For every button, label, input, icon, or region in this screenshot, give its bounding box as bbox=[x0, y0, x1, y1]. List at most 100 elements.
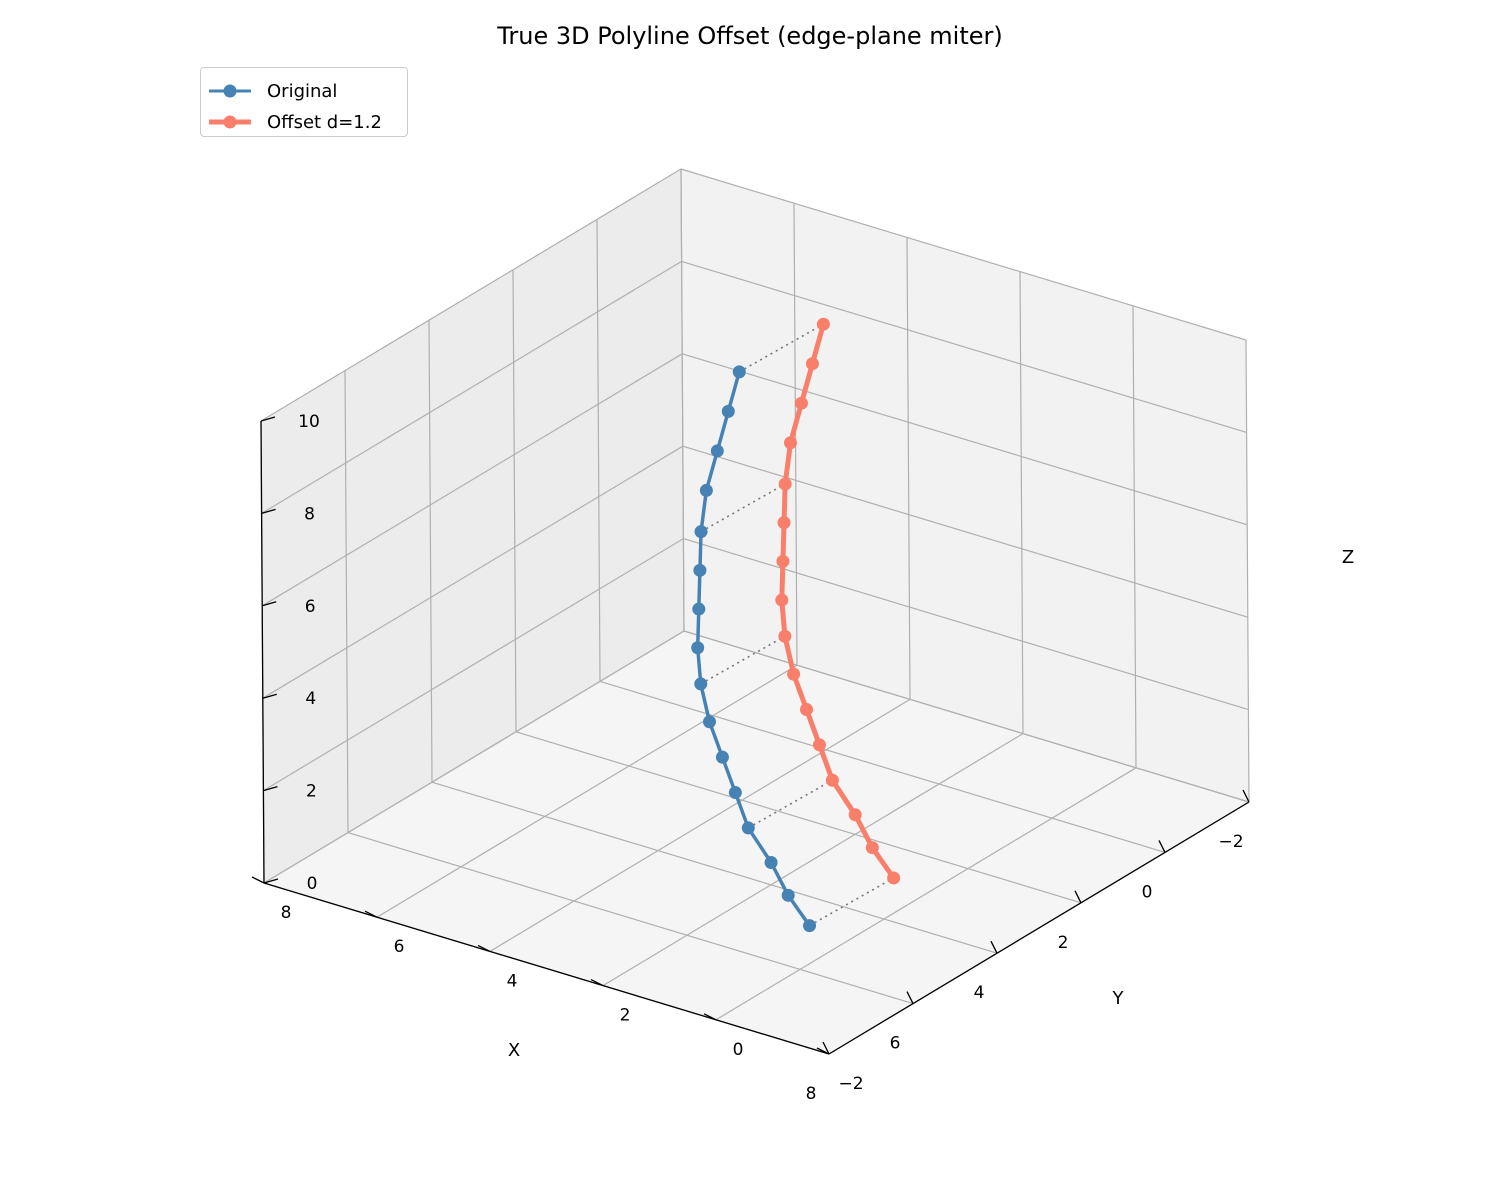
original-point bbox=[741, 821, 755, 835]
y-axis-label: Y bbox=[1112, 988, 1125, 1009]
grid-line-y-left bbox=[680, 168, 685, 632]
offset-point bbox=[778, 629, 792, 643]
original-point bbox=[694, 525, 708, 539]
pane-back bbox=[261, 169, 684, 883]
offset-point bbox=[794, 396, 808, 410]
z-tick-label: 0 bbox=[307, 874, 318, 894]
connector-line bbox=[738, 323, 824, 373]
y-tick-mark bbox=[477, 944, 491, 952]
offset-connectors bbox=[700, 323, 895, 927]
grid-line-z-left bbox=[682, 353, 1248, 526]
grid-line-x-floor bbox=[431, 781, 998, 954]
original-point bbox=[699, 483, 713, 497]
original-point bbox=[693, 563, 707, 577]
grid-line-z-left bbox=[682, 445, 1248, 618]
grid-lines bbox=[260, 168, 1250, 1055]
original-point bbox=[702, 715, 716, 729]
connector-line bbox=[747, 779, 833, 829]
legend-item-original: Original bbox=[209, 80, 337, 102]
x-tick-mark bbox=[906, 991, 914, 1004]
z-axis-line bbox=[260, 420, 265, 884]
z-tick-label: 10 bbox=[298, 412, 320, 432]
y-tick-mark bbox=[251, 876, 265, 884]
grid-line-y-floor bbox=[489, 698, 911, 952]
offset-point bbox=[848, 808, 862, 822]
grid-line-z-left bbox=[683, 538, 1249, 711]
z-tick-label: 8 bbox=[304, 504, 315, 524]
offset-point bbox=[800, 702, 814, 716]
axis-lines bbox=[251, 416, 1250, 1055]
original-point bbox=[710, 444, 724, 458]
grid-line-z-left bbox=[683, 630, 1250, 803]
chart-legend: Original Offset d=1.2 bbox=[200, 67, 408, 137]
offset-point bbox=[783, 436, 797, 450]
grid-line-y-floor bbox=[715, 767, 1137, 1021]
y-tick-label: 0 bbox=[733, 1040, 744, 1060]
original-point bbox=[694, 677, 708, 691]
grid-line-x-floor bbox=[599, 680, 1166, 853]
z-tick-label: 2 bbox=[306, 782, 317, 802]
original-point bbox=[715, 750, 729, 764]
legend-item-offset: Offset d=1.2 bbox=[209, 111, 382, 133]
grid-line-z-back bbox=[261, 260, 682, 514]
legend-label-offset: Offset d=1.2 bbox=[267, 111, 382, 133]
offset-point bbox=[775, 593, 789, 607]
grid-line-z-back bbox=[260, 168, 682, 422]
legend-label-original: Original bbox=[267, 80, 338, 102]
offset-point bbox=[777, 516, 791, 530]
grid-line-y-floor bbox=[602, 733, 1024, 987]
z-axis-label: Z bbox=[1342, 547, 1354, 568]
offset-point bbox=[887, 871, 901, 885]
x-axis-line bbox=[828, 801, 1250, 1055]
offset-point bbox=[865, 841, 879, 855]
z-tick-mark bbox=[262, 693, 277, 699]
y-tick-mark bbox=[816, 1047, 830, 1055]
x-tick-label: 6 bbox=[890, 1034, 901, 1054]
grid-line-z-back bbox=[263, 538, 684, 792]
offset-point bbox=[805, 357, 819, 371]
y-tick-mark bbox=[590, 979, 604, 987]
grid-line-x-back bbox=[512, 269, 517, 732]
original-point bbox=[692, 602, 706, 616]
axes-panes bbox=[261, 169, 1249, 1054]
z-tick-mark bbox=[263, 878, 279, 884]
z-tick-mark bbox=[263, 785, 278, 792]
y-tick-mark bbox=[703, 1013, 717, 1021]
x-tick-label: 2 bbox=[1058, 933, 1069, 953]
connector-line bbox=[700, 635, 786, 685]
grid-line-x-floor bbox=[347, 832, 914, 1005]
y-tick-label: 8 bbox=[281, 903, 292, 923]
grid-line-y-left bbox=[793, 203, 798, 666]
offset-point bbox=[825, 773, 839, 787]
y-tick-label: 2 bbox=[620, 1006, 631, 1026]
z-tick-label: 4 bbox=[305, 689, 316, 709]
z-tick-mark bbox=[261, 508, 276, 515]
offset-point bbox=[787, 667, 801, 681]
y-tick-label: −2 bbox=[838, 1074, 863, 1094]
y-tick-mark bbox=[364, 910, 378, 918]
grid-line-x-back bbox=[344, 370, 349, 833]
data-series bbox=[691, 317, 901, 933]
grid-line-z-left bbox=[681, 260, 1247, 433]
x-axis-label: X bbox=[508, 1040, 520, 1061]
original-point bbox=[721, 404, 735, 418]
grid-line-y-left bbox=[1019, 271, 1024, 734]
offset-point bbox=[812, 738, 826, 752]
x-tick-mark bbox=[990, 940, 998, 954]
grid-line-x-back bbox=[596, 219, 601, 682]
x-tick-mark bbox=[1074, 890, 1082, 904]
offset-point bbox=[776, 554, 790, 568]
original-line bbox=[695, 370, 812, 928]
original-point bbox=[732, 365, 746, 379]
x-tick-mark bbox=[1158, 840, 1166, 853]
y-tick-label: 6 bbox=[394, 937, 405, 957]
grid-line-x-back bbox=[428, 320, 433, 783]
grid-line-y-floor bbox=[376, 664, 798, 918]
grid-line-y-left bbox=[1245, 339, 1250, 803]
z-tick-mark bbox=[260, 416, 276, 422]
connector-line bbox=[700, 483, 786, 533]
y-tick-label: 4 bbox=[507, 971, 518, 991]
y-axis-line bbox=[263, 882, 830, 1055]
offset-point bbox=[778, 477, 792, 491]
